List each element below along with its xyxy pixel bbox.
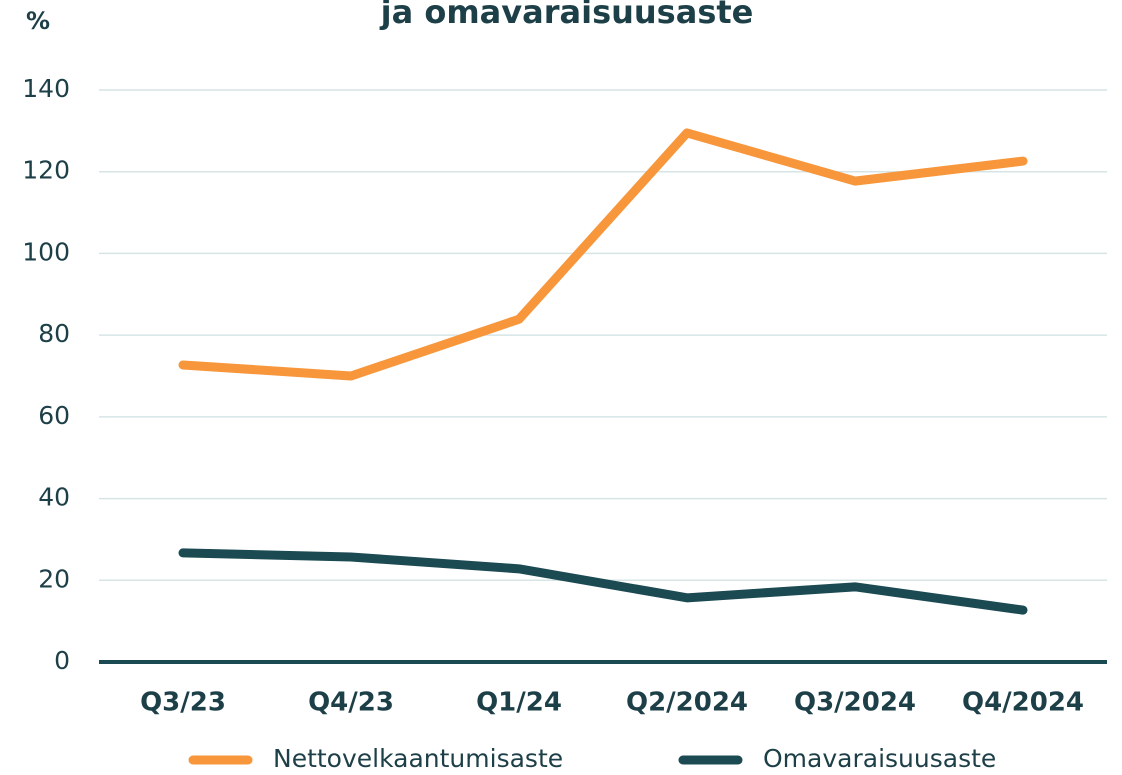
y-tick-label: 80 (38, 319, 70, 348)
legend-label: Nettovelkaantumisaste (273, 744, 563, 773)
y-tick-label: 0 (54, 646, 70, 675)
y-tick-label: 40 (38, 483, 70, 512)
x-tick-label: Q3/23 (140, 688, 226, 718)
x-tick-label: Q4/23 (308, 688, 394, 718)
x-tick-label: Q2/2024 (626, 688, 748, 718)
x-tick-label: Q3/2024 (794, 688, 916, 718)
y-tick-label: 60 (38, 401, 70, 430)
x-tick-label: Q4/2024 (962, 688, 1084, 718)
series-line (178, 128, 1028, 381)
y-tick-label: 20 (38, 564, 70, 593)
series-line (178, 548, 1028, 615)
legend-label: Omavaraisuusaste (763, 744, 996, 773)
y-tick-label: 140 (22, 74, 70, 103)
y-tick-label: 100 (22, 237, 70, 266)
y-tick-label: 120 (22, 156, 70, 185)
x-tick-label: Q1/24 (476, 688, 562, 718)
chart-title: ja omavaraisuusaste (379, 0, 754, 31)
y-axis-label: % (26, 7, 50, 35)
